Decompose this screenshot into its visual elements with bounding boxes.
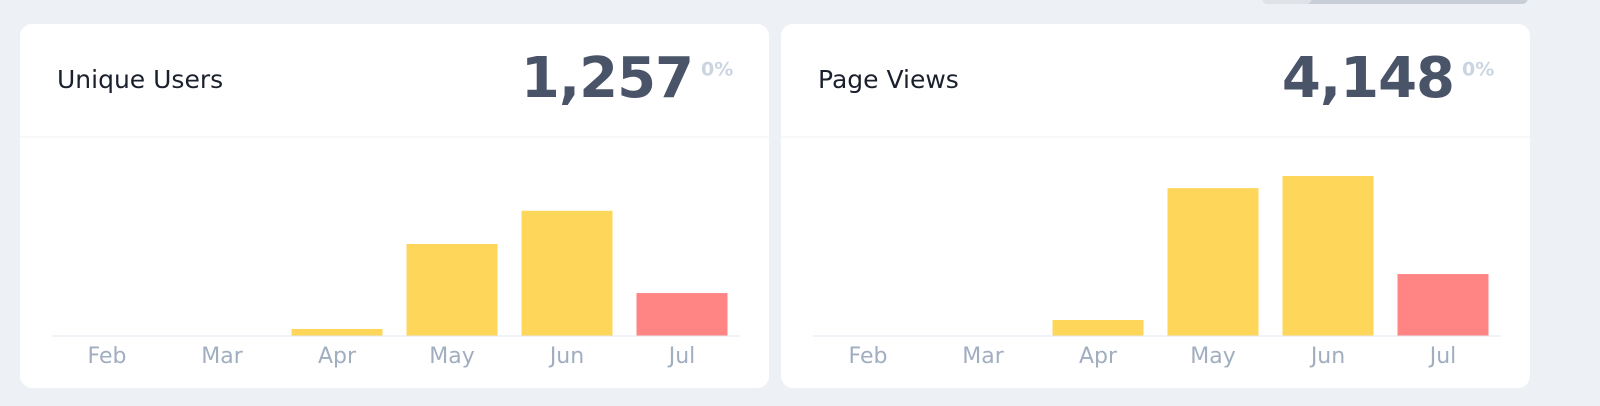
bar [1052, 320, 1144, 336]
x-tick-label: Apr [318, 344, 357, 369]
bar [1282, 176, 1374, 336]
x-tick-label: Jul [1428, 344, 1457, 369]
x-tick-label: May [1190, 344, 1235, 369]
x-tick-label: Apr [1079, 344, 1118, 369]
x-tick-label: Feb [88, 344, 127, 369]
top-control[interactable] [1262, 0, 1528, 4]
x-tick-label: Jun [1309, 344, 1345, 369]
x-tick-label: Jun [548, 344, 584, 369]
card-title: Unique Users [57, 65, 223, 94]
total-value: 4,148 [1282, 46, 1454, 111]
total-value: 1,257 [521, 46, 693, 111]
card: Unique Users 1,257 0% Feb Mar Apr May Jun Jul [20, 24, 769, 388]
x-tick-label: Jul [667, 344, 696, 369]
bar [1167, 188, 1259, 336]
change-percent: 0% [701, 59, 733, 81]
x-tick-label: Mar [201, 344, 243, 369]
bar [406, 243, 498, 336]
change-percent: 0% [1462, 59, 1494, 81]
top-control-tab[interactable] [1262, 0, 1312, 4]
x-tick-label: Mar [962, 344, 1004, 369]
bar [291, 328, 383, 336]
x-tick-label: Feb [849, 344, 888, 369]
card: Page Views 4,148 0% Feb Mar Apr May Jun Jul [781, 24, 1530, 388]
card-title: Page Views [818, 65, 959, 94]
bar [1397, 274, 1489, 336]
bar [521, 210, 613, 336]
bar [636, 293, 728, 336]
x-tick-label: May [429, 344, 474, 369]
